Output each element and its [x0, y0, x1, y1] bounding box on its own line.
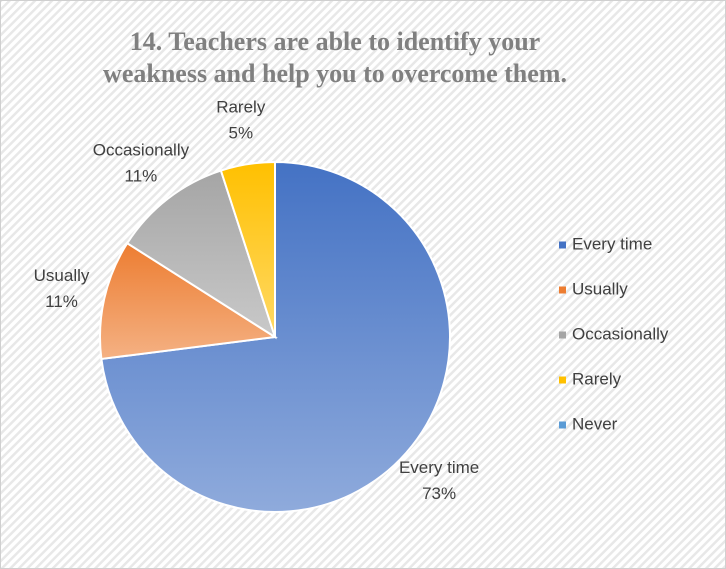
legend-swatch — [559, 376, 566, 384]
legend-swatch — [559, 286, 566, 294]
legend-label: Rarely — [572, 369, 622, 388]
legend-swatch — [559, 331, 566, 339]
data-label-category: Occasionally — [93, 141, 190, 160]
legend-swatch — [559, 241, 566, 249]
chart-title: 14. Teachers are able to identify your w… — [103, 27, 567, 88]
data-label-category: Every time — [399, 458, 479, 477]
data-label-category: Usually — [34, 266, 90, 285]
legend-label: Never — [572, 414, 618, 433]
data-label-value: 11% — [125, 167, 158, 186]
pie-slice — [99, 241, 278, 361]
data-label-value: 5% — [228, 123, 253, 142]
data-label-value: 73% — [422, 484, 456, 503]
legend-label: Every time — [572, 234, 652, 253]
data-label-category: Rarely — [216, 97, 266, 116]
pie-slice — [125, 169, 277, 340]
legend-swatch — [559, 421, 566, 429]
legend-label: Usually — [572, 279, 628, 298]
data-label-value: 11% — [45, 292, 78, 311]
legend-label: Occasionally — [572, 324, 669, 343]
pie-slice — [219, 160, 276, 338]
